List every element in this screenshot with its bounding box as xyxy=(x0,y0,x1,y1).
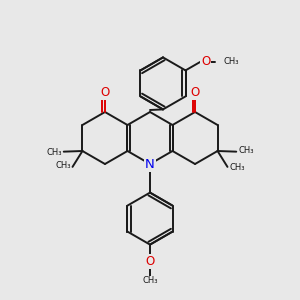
Text: O: O xyxy=(100,86,110,99)
Text: CH₃: CH₃ xyxy=(46,148,62,157)
Text: CH₃: CH₃ xyxy=(238,146,254,155)
Text: O: O xyxy=(190,86,200,99)
Text: CH₃: CH₃ xyxy=(224,57,239,66)
Text: N: N xyxy=(145,158,155,170)
Text: O: O xyxy=(146,255,154,268)
Text: O: O xyxy=(201,56,210,68)
Text: CH₃: CH₃ xyxy=(55,161,70,170)
Text: CH₃: CH₃ xyxy=(230,164,245,172)
Text: CH₃: CH₃ xyxy=(142,276,158,285)
